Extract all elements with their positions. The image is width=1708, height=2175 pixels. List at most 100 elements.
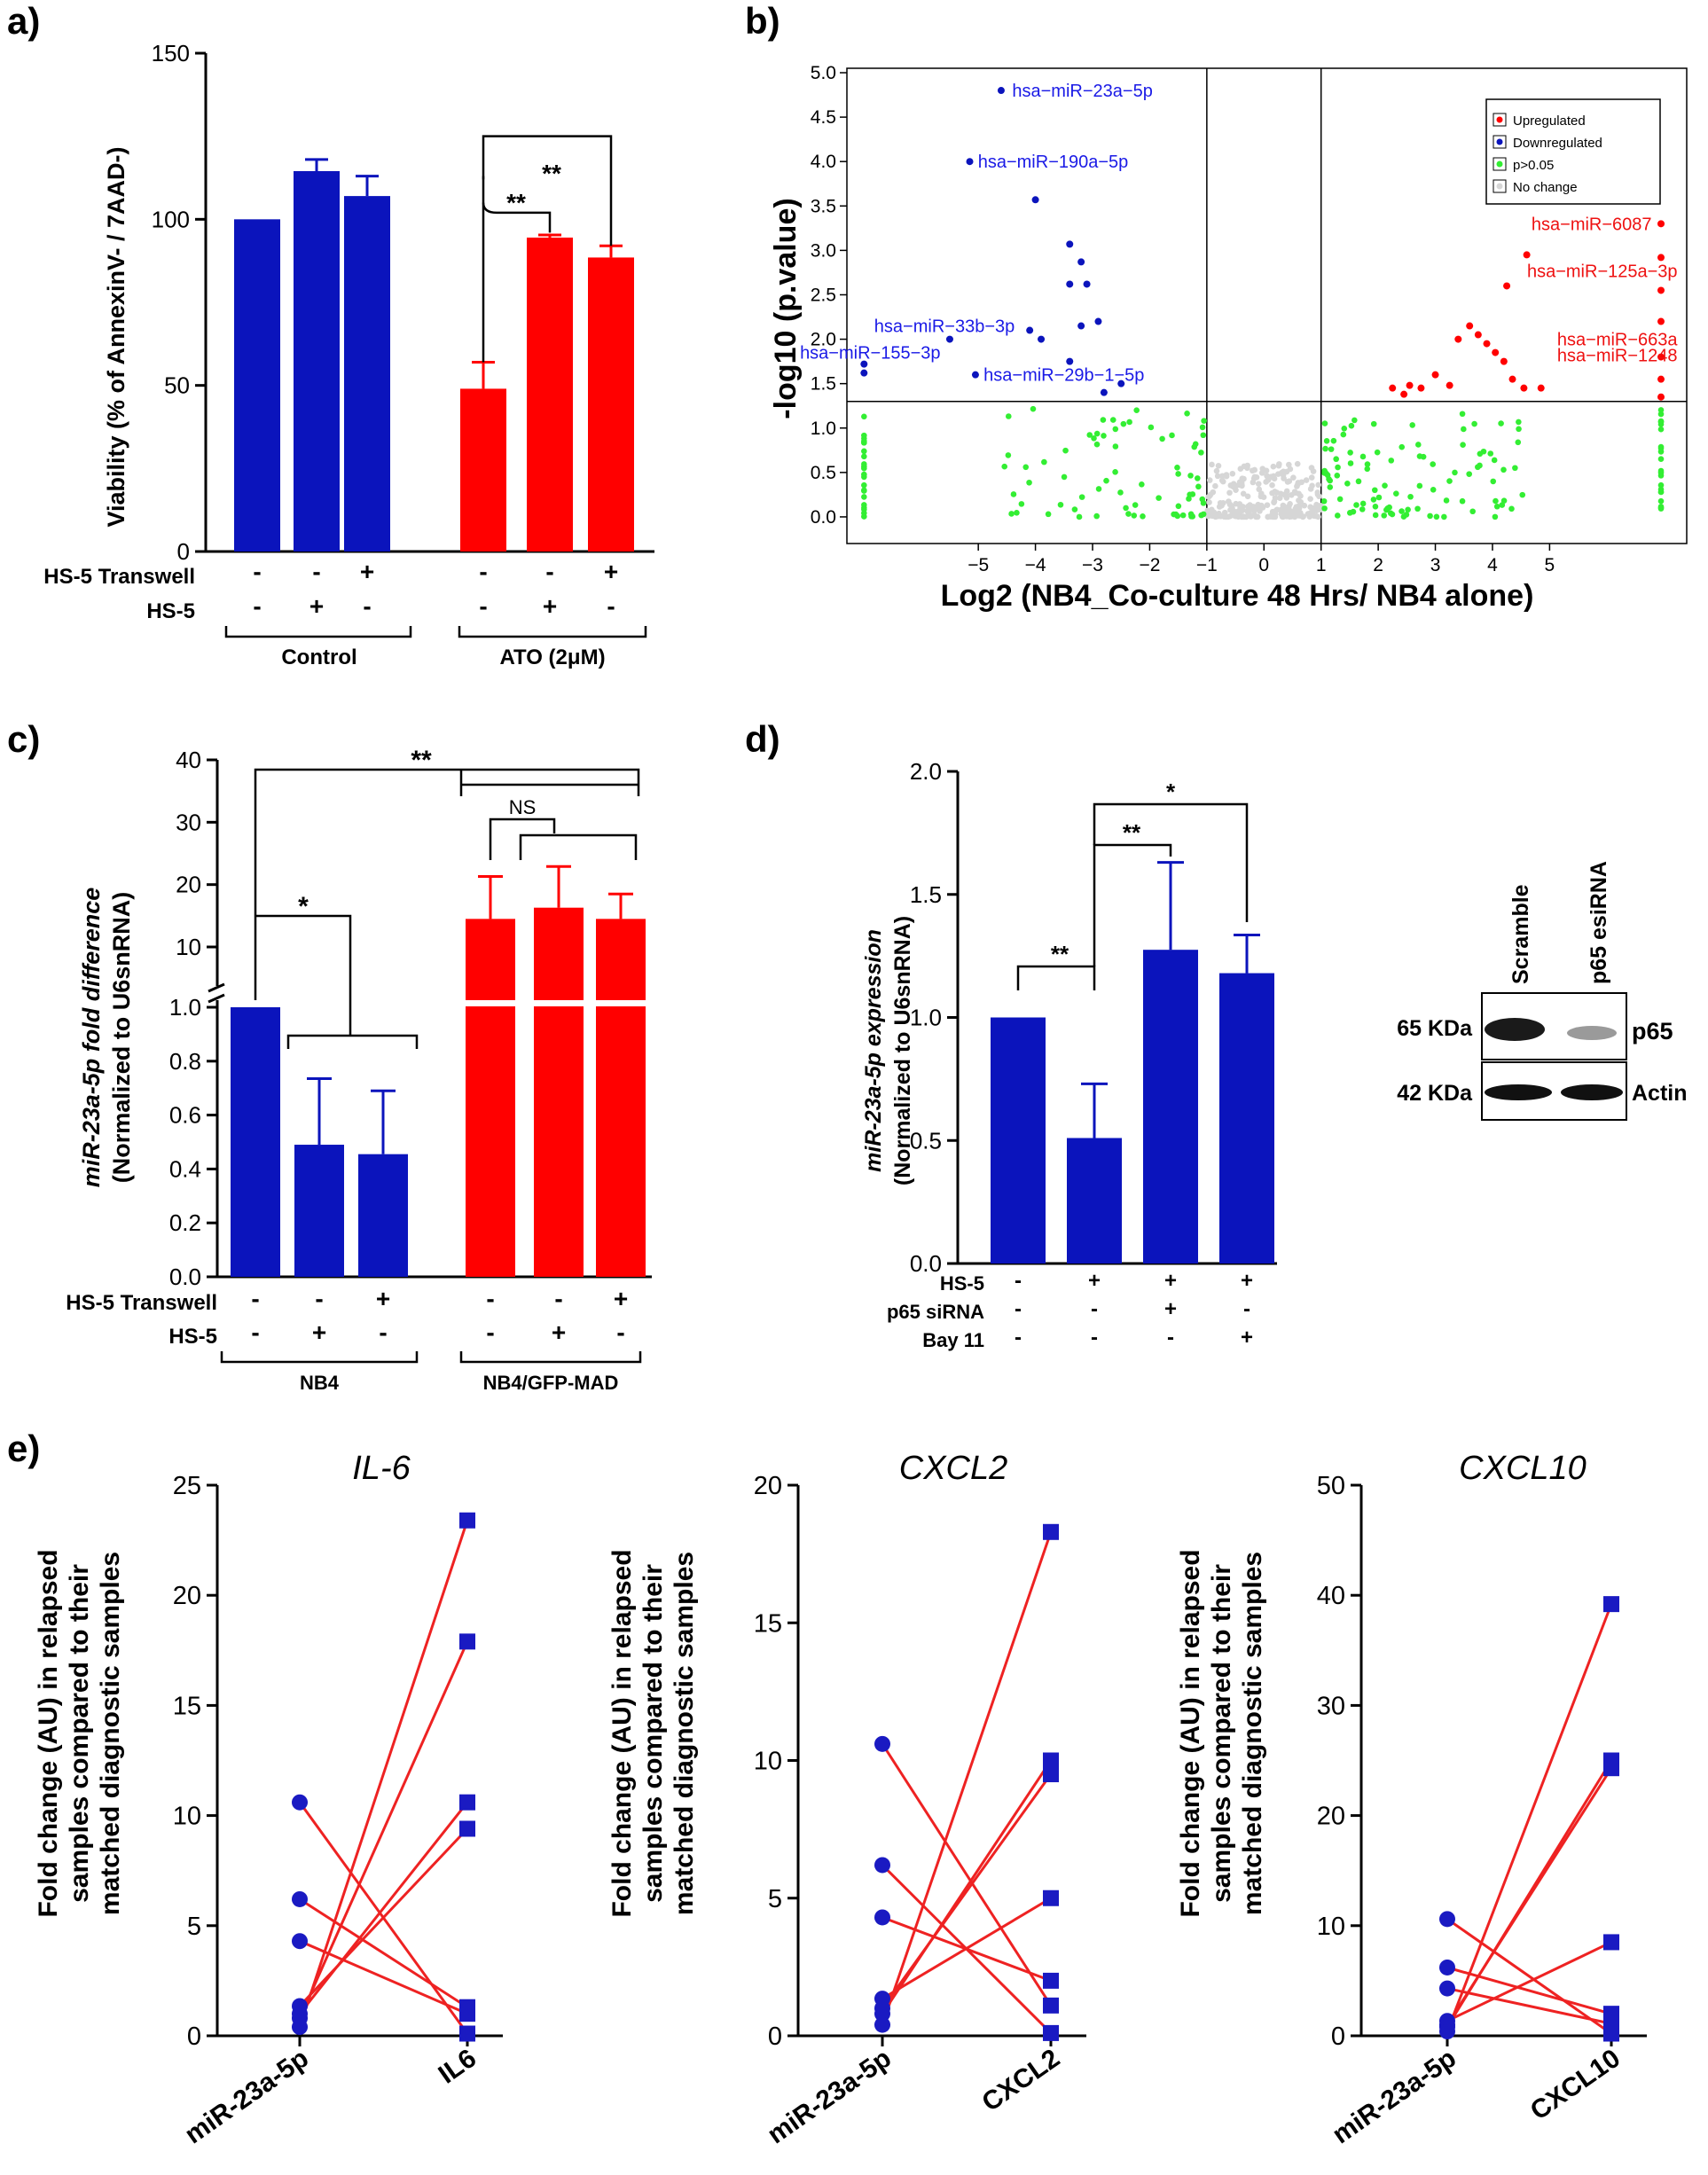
panel-d-sig-2: ** <box>1123 819 1141 846</box>
volcano-point-up <box>1466 322 1474 330</box>
e1-point-mir <box>292 1794 308 1811</box>
volcano-point-ns <box>1469 508 1476 515</box>
volcano-point-down <box>1083 280 1091 288</box>
e2-point-gene <box>1043 1889 1059 1906</box>
e2-point-mir <box>874 1735 890 1752</box>
volcano-point-up <box>1400 390 1408 398</box>
panel-c-ytick-label: 30 <box>176 809 201 835</box>
volcano-point-ns <box>1657 407 1665 413</box>
panel-b-ytick-label: 4.0 <box>811 152 836 172</box>
volcano-point-up <box>1492 348 1500 356</box>
panel-b-xtick-label: −5 <box>968 555 989 575</box>
volcano-point-ns <box>1491 457 1498 464</box>
volcano-point-ns <box>1500 497 1508 505</box>
volcano-point-ns <box>1172 511 1179 518</box>
volcano-point-up <box>1508 375 1516 383</box>
volcano-point-ns <box>1201 418 1207 424</box>
panel-c-sign: - <box>486 1285 494 1312</box>
volcano-point-ns <box>1386 504 1392 511</box>
volcano-point-ns <box>1352 417 1358 424</box>
volcano-point-nochange <box>1255 505 1261 512</box>
panel-c-ytick-label: 20 <box>176 872 201 898</box>
panel-c-bar <box>534 907 584 1277</box>
volcano-point-ns <box>1200 432 1207 439</box>
e3-pair-line <box>1446 1603 1613 2032</box>
volcano-point-ns <box>861 513 867 520</box>
volcano-point-nochange <box>1212 482 1218 489</box>
e3-pair-line <box>1446 1918 1612 2035</box>
panel-a-bar <box>344 196 390 552</box>
volcano-point-ns <box>1117 489 1124 496</box>
panel-c-ytick-label: 40 <box>176 747 201 773</box>
panel-e2-ylabel-3: matched diagnostic samples <box>670 1552 699 1915</box>
volcano-point-up <box>1431 371 1439 379</box>
volcano-point-nochange <box>1204 507 1210 514</box>
volcano-point-nochange <box>1289 492 1295 498</box>
volcano-point-ns <box>1500 466 1507 473</box>
volcano-point-nochange <box>1249 467 1256 474</box>
volcano-point-ns <box>1657 505 1665 512</box>
volcano-point-ns <box>1156 495 1162 501</box>
volcano-point-ns <box>1657 445 1665 451</box>
panel-b-legend-box <box>1485 98 1661 205</box>
legend-dot-nochange <box>1496 183 1503 190</box>
panel-a-ytick-label: 0 <box>177 538 190 565</box>
panel-a-group-control: Control <box>281 645 356 669</box>
volcano-point-ns <box>1101 433 1107 439</box>
panel-c-sign: - <box>554 1285 562 1312</box>
volcano-point-ns <box>1416 482 1423 489</box>
volcano-point-ns <box>861 506 867 512</box>
volcano-point-up <box>1657 375 1665 383</box>
panel-d-sign: - <box>1015 1269 1022 1293</box>
volcano-point-down <box>1077 322 1085 330</box>
e3-ytick-label: 30 <box>1317 1692 1345 1720</box>
panel-c-sign: - <box>616 1318 624 1346</box>
volcano-point-up <box>1520 384 1528 392</box>
panel-c-sign: + <box>312 1318 326 1346</box>
volcano-point-ns <box>1010 491 1017 497</box>
volcano-point-up <box>1657 254 1665 262</box>
volcano-point-ns <box>1093 430 1101 437</box>
volcano-point-ns <box>1336 496 1344 503</box>
volcano-point-ns <box>1657 456 1665 463</box>
volcano-point-nochange <box>1234 513 1242 520</box>
legend-label-up: Upregulated <box>1513 113 1586 129</box>
volcano-point-ns <box>1334 512 1341 519</box>
panel-d-sig-1: ** <box>1051 941 1069 967</box>
panel-c-ylabel-2: (Normalized to U6snRNA) <box>108 892 135 1184</box>
panel-c-bar <box>466 919 515 1277</box>
volcano-point-nochange <box>1276 495 1283 501</box>
volcano-point-nochange <box>1297 498 1305 505</box>
panel-a-group-bracket-control <box>224 626 412 638</box>
volcano-point-nochange <box>1263 479 1269 485</box>
e3-pair-line <box>1446 1759 1613 2028</box>
panel-d-sign: + <box>1164 1269 1177 1293</box>
blot-band-p65-scramble <box>1485 1018 1545 1041</box>
e1-ytick-label: 25 <box>173 1472 201 1500</box>
volcano-point-nochange <box>1316 493 1322 500</box>
volcano-point-ns <box>861 465 867 472</box>
panel-a-sign: + <box>604 558 618 585</box>
volcano-point-nochange <box>1283 488 1290 495</box>
e3-xtick-label: miR-23a-5p <box>1328 2044 1461 2150</box>
volcano-point-ns <box>1321 505 1328 512</box>
volcano-point-nochange <box>1279 513 1286 520</box>
volcano-point-ns <box>1062 447 1069 454</box>
volcano-point-nochange <box>1241 463 1248 470</box>
panel-c-ylabel-1: miR-23a-5p fold difference <box>78 888 105 1188</box>
volcano-point-ns <box>1187 511 1195 518</box>
volcano-point-ns <box>1334 473 1341 479</box>
volcano-point-ns <box>1443 497 1450 504</box>
e2-point-gene <box>1043 1972 1059 1989</box>
volcano-point-up <box>1406 381 1414 389</box>
volcano-point-nochange <box>1257 493 1265 500</box>
volcano-point-ns <box>1382 482 1388 489</box>
volcano-point-ns <box>1347 450 1353 456</box>
volcano-point-ns <box>861 481 867 489</box>
volcano-point-ns <box>1657 411 1665 418</box>
panel-c-sign: - <box>251 1285 259 1312</box>
e1-pair-line <box>298 1801 469 2015</box>
panel-d-bar <box>1219 973 1274 1264</box>
volcano-point-up <box>1417 384 1425 392</box>
e2-ytick-label: 15 <box>754 1609 782 1638</box>
